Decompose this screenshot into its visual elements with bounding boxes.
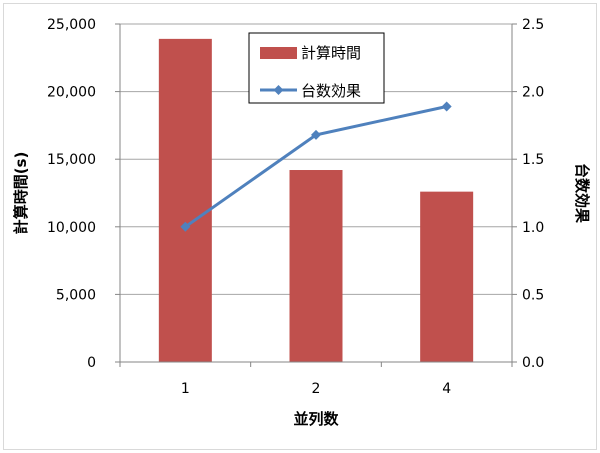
bar [420, 191, 474, 362]
y-tick-label: 20,000 [47, 85, 96, 101]
y2-tick-label: 0.5 [522, 287, 544, 303]
x-tick-label: 4 [442, 381, 451, 397]
y-tick-label: 10,000 [47, 220, 96, 236]
y2-axis-label: 台数効果 [573, 163, 591, 224]
legend: 計算時間 台数効果 [248, 32, 385, 104]
chart-frame [3, 3, 597, 450]
bar [289, 170, 343, 362]
diamond-marker [180, 221, 191, 232]
tick-labels: 0 0.0 5,000 0.5 10,000 1.0 15,000 1.5 20,000 2.0 2… [47, 17, 544, 397]
legend-label-line: 台数効果 [301, 82, 361, 100]
diamond-marker [311, 129, 321, 140]
y-tick-label: 0 [87, 355, 96, 371]
y-axis-label: 計算時間(s) [12, 152, 30, 235]
y-tick-label: 25,000 [47, 17, 96, 33]
bar-series [158, 38, 474, 362]
x-tick-label: 1 [181, 381, 190, 397]
diamond-marker [441, 101, 452, 112]
x-axis-label: 並列数 [293, 410, 339, 428]
legend-bar-swatch [260, 47, 297, 59]
y-tick-label: 5,000 [56, 287, 96, 303]
y2-tick-label: 1.0 [522, 220, 544, 236]
y2-tick-label: 2.5 [522, 17, 544, 33]
y-tick-label: 15,000 [47, 152, 96, 168]
x-tick-label: 2 [312, 381, 321, 397]
legend-label-bar: 計算時間 [301, 44, 361, 62]
bar [158, 38, 212, 362]
axes [115, 23, 517, 367]
y2-tick-label: 1.5 [522, 152, 544, 168]
y2-tick-label: 2.0 [522, 85, 544, 101]
legend-diamond-marker [273, 85, 284, 95]
y2-tick-label: 0.0 [522, 355, 544, 371]
line-series [180, 101, 452, 232]
